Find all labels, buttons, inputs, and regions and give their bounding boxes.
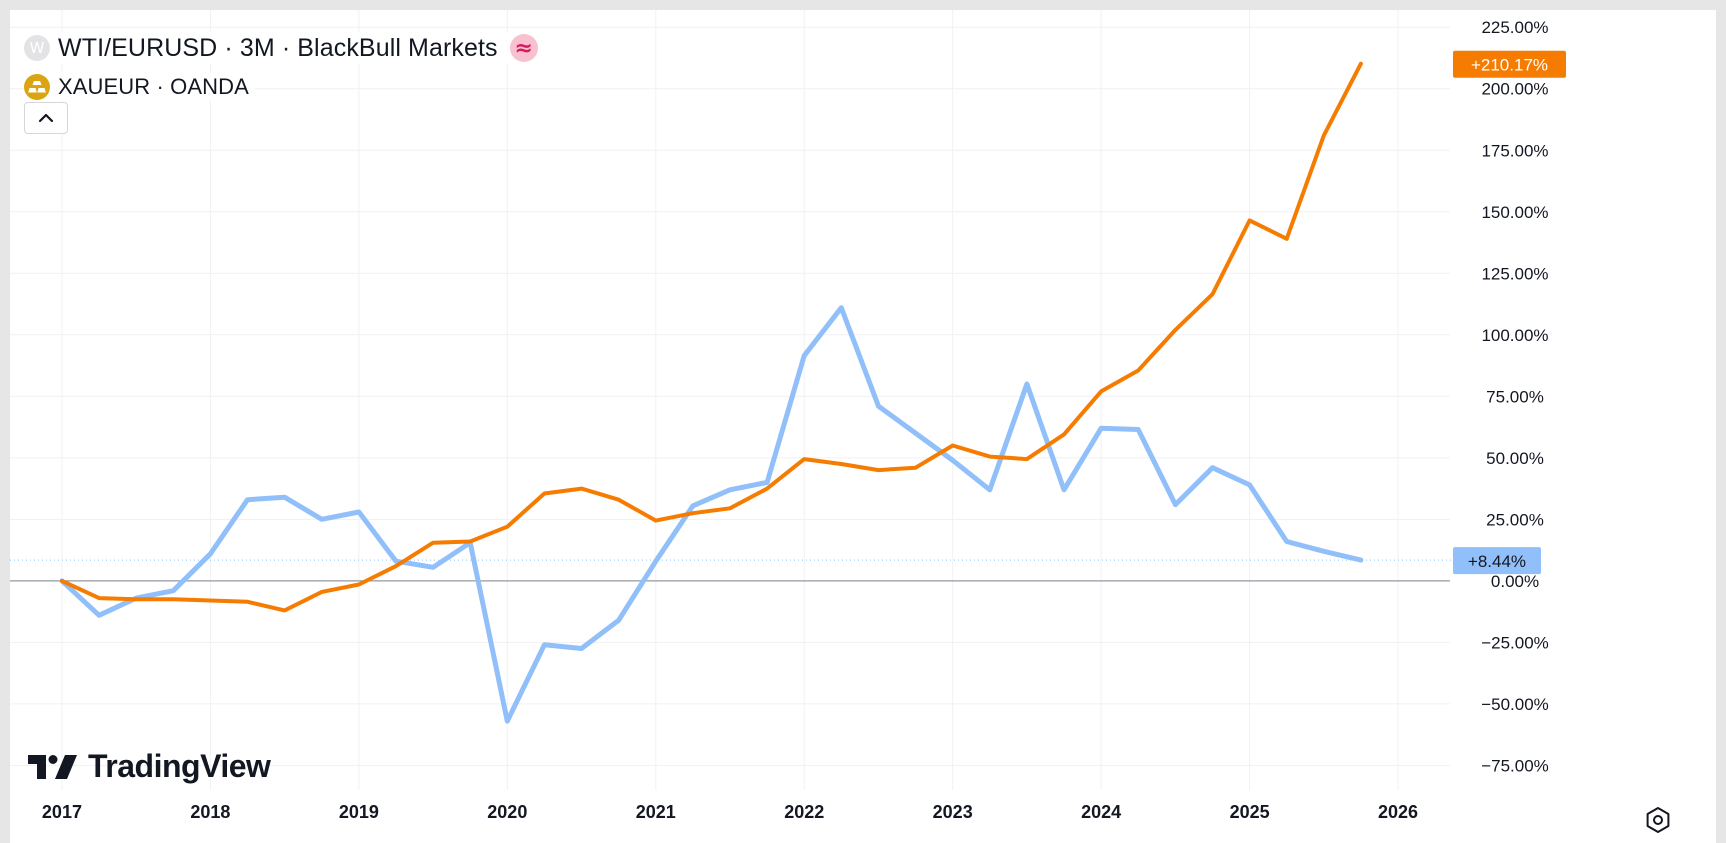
y-tick-label: 100.00% [1481,326,1548,345]
collapse-legend-button[interactable] [24,102,68,134]
y-tick-label: 0.00% [1491,572,1539,591]
y-tick-label: 25.00% [1486,510,1544,529]
settings-hexagon-icon [1646,807,1670,833]
compare-icon[interactable]: ≈ [509,34,538,62]
tradingview-wordmark: TradingView [88,748,271,784]
y-tick-label: −75.00% [1481,756,1549,775]
chevron-up-icon [38,113,54,123]
y-tick-label: −25.00% [1481,633,1549,652]
x-tick-label: 2023 [933,802,973,822]
last-value-badge [1453,50,1566,78]
y-tick-label: 225.00% [1481,18,1548,37]
series-line-xaueur[interactable] [60,61,1363,613]
x-tick-label: 2019 [339,802,379,822]
gold-bars-glyph [28,81,46,93]
legend-series-xaueur[interactable]: XAUEUR · OANDA [24,73,255,101]
last-value-text: +8.44% [1468,552,1526,571]
y-tick-label: −50.00% [1481,695,1549,714]
series-layer [59,61,1364,724]
x-axis: 2017 2018 2019 2020 2021 2022 2023 2024 2025 2026 [42,802,1418,822]
last-value-text: +210.17% [1471,56,1548,75]
y-tick-label: 50.00% [1486,449,1544,468]
grid-layer [10,10,1452,790]
legend-xaueur-label: XAUEUR · OANDA [58,74,249,99]
x-tick-label: 2021 [636,802,676,822]
y-tick-label: 175.00% [1481,141,1548,160]
y-tick-label: 125.00% [1481,264,1548,283]
x-tick-label: 2017 [42,802,82,822]
tradingview-logo[interactable]: TradingView [28,748,271,785]
legend-wti-label: WTI/EURUSD · 3M · BlackBull Markets [58,33,498,62]
y-tick-label: 75.00% [1486,387,1544,406]
y-tick-label: 150.00% [1481,203,1548,222]
x-tick-label: 2026 [1378,802,1418,822]
chart-frame: 225.00% 200.00% 175.00% 150.00% 125.00% 100.0… [10,10,1716,843]
x-tick-label: 2024 [1081,802,1121,822]
legend-series-wti[interactable]: W WTI/EURUSD · 3M · BlackBull Markets ≈ [24,32,544,64]
gold-bars-icon [24,74,50,100]
y-tick-label: 200.00% [1481,80,1548,99]
last-value-badge [1453,547,1541,575]
wti-symbol-icon: W [24,35,50,61]
x-tick-label: 2025 [1230,802,1270,822]
chart-canvas[interactable]: 225.00% 200.00% 175.00% 150.00% 125.00% 100.0… [10,10,1716,843]
x-tick-label: 2020 [487,802,527,822]
last-value-label-wti-eurusd: +8.44% [1453,547,1541,575]
last-value-labels: +210.17% +8.44% [1453,50,1566,575]
y-axis: 225.00% 200.00% 175.00% 150.00% 125.00% 100.0… [1481,18,1549,775]
last-value-label-xaueur: +210.17% [1453,50,1566,78]
x-tick-label: 2022 [784,802,824,822]
x-tick-label: 2018 [190,802,230,822]
series-line-wti-eurusd[interactable] [59,305,1364,724]
tradingview-mark-icon [28,754,77,779]
chart-settings-button[interactable] [1642,804,1674,836]
